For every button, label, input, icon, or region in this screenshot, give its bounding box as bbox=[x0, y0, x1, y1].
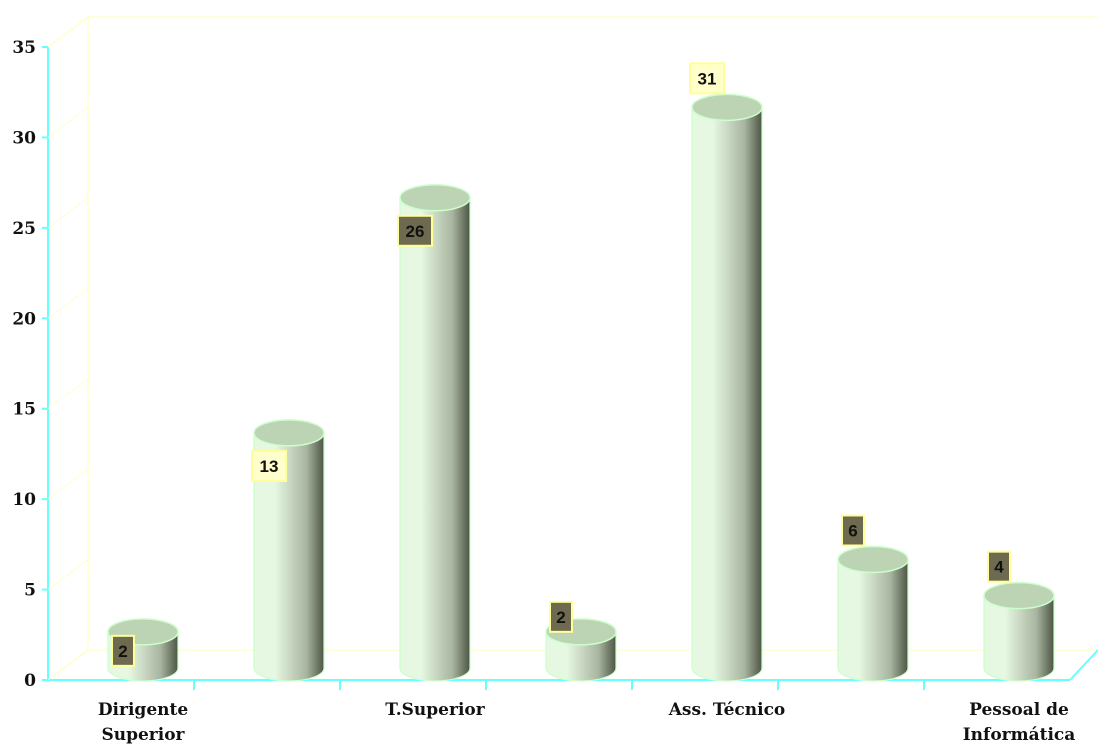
data-label: 13 bbox=[251, 449, 287, 482]
bar-body bbox=[983, 595, 1055, 682]
y-tick-guide bbox=[47, 107, 89, 138]
y-tick-guide bbox=[47, 197, 89, 229]
bar-top bbox=[691, 93, 763, 122]
data-label-text: 4 bbox=[994, 558, 1004, 577]
category-label: Ass. Técnico bbox=[668, 700, 786, 720]
data-label: 6 bbox=[841, 514, 865, 547]
data-label-text: 2 bbox=[556, 608, 565, 627]
data-label-box bbox=[397, 214, 433, 247]
bar-top bbox=[399, 184, 471, 212]
category-label: Informática bbox=[963, 725, 1076, 745]
category-label: Dirigente bbox=[98, 700, 189, 720]
bar-top bbox=[983, 581, 1055, 610]
y-tick-guide bbox=[47, 559, 89, 590]
bar bbox=[691, 93, 763, 682]
bar bbox=[399, 184, 471, 682]
data-label-box bbox=[251, 449, 287, 482]
y-tick-guide bbox=[47, 16, 89, 48]
data-label: 2 bbox=[549, 600, 573, 633]
data-label-box bbox=[987, 550, 1011, 583]
y-tick-label: 5 bbox=[24, 581, 36, 601]
bars bbox=[107, 93, 1055, 682]
y-tick-label: 20 bbox=[12, 309, 36, 329]
y-tick-label: 25 bbox=[12, 219, 36, 239]
data-label-box bbox=[549, 600, 573, 633]
floor-right-edge bbox=[1069, 649, 1098, 681]
data-label-text: 31 bbox=[698, 69, 717, 88]
data-label-text: 26 bbox=[406, 222, 425, 241]
y-tick-guide bbox=[47, 468, 89, 500]
data-labels: 2 13 26 2 31 6 4 bbox=[111, 62, 1011, 667]
data-label-text: 13 bbox=[260, 457, 279, 476]
y-tick-label: 30 bbox=[12, 128, 36, 148]
data-label: 2 bbox=[111, 634, 135, 667]
data-label-box bbox=[841, 514, 865, 547]
category-label: Pessoal de bbox=[969, 700, 1069, 720]
bar bbox=[253, 419, 325, 682]
y-tick-label: 10 bbox=[12, 490, 36, 510]
category-label: Superior bbox=[101, 725, 185, 745]
data-label-text: 6 bbox=[848, 521, 857, 540]
y-tick-label: 35 bbox=[12, 38, 36, 58]
y-tick-guide bbox=[47, 649, 89, 681]
y-tick-label: 0 bbox=[24, 671, 36, 691]
bar-body bbox=[691, 106, 763, 682]
data-label: 31 bbox=[689, 62, 725, 95]
bar-body bbox=[399, 197, 471, 682]
plot-walls bbox=[47, 16, 1098, 681]
data-label-text: 2 bbox=[118, 642, 127, 661]
bar-body bbox=[545, 631, 617, 682]
bar bbox=[983, 581, 1055, 682]
bar bbox=[837, 545, 909, 682]
bar-top bbox=[837, 545, 909, 574]
y-tick-guide bbox=[47, 378, 89, 410]
bar-body bbox=[253, 432, 325, 682]
bar-top bbox=[253, 419, 325, 447]
y-tick-guide bbox=[47, 287, 89, 319]
category-labels: Dirigente Superior T.Superior Ass. Técnico P… bbox=[98, 700, 1075, 745]
category-label: T.Superior bbox=[385, 700, 485, 720]
back-wall-top-edge bbox=[47, 16, 1098, 48]
bar-body bbox=[837, 558, 909, 682]
axes bbox=[47, 47, 1098, 690]
data-label-box bbox=[689, 62, 725, 95]
y-axis-ticks: 0 5 10 15 20 25 30 35 bbox=[12, 16, 89, 691]
data-label: 4 bbox=[987, 550, 1011, 583]
data-label: 26 bbox=[397, 214, 433, 247]
data-label-box bbox=[111, 634, 135, 667]
y-tick-label: 15 bbox=[12, 400, 36, 420]
